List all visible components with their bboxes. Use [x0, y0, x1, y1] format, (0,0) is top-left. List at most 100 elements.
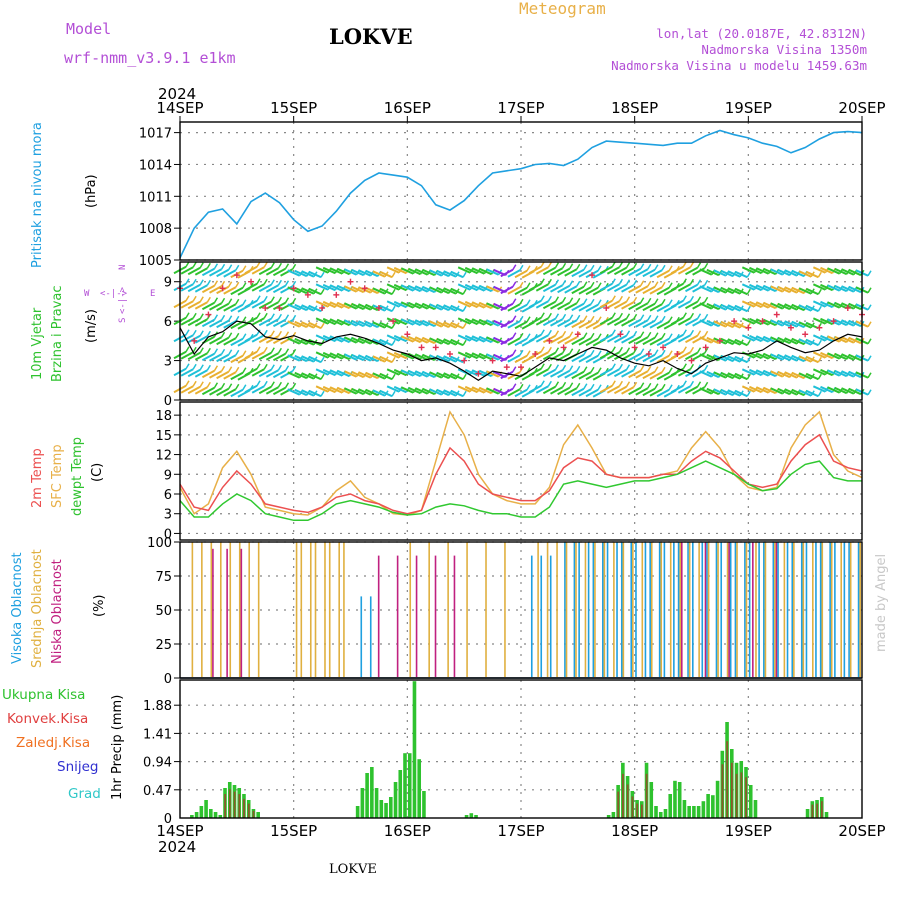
- cloud-bar-low: [775, 542, 778, 678]
- wind-barb: [450, 338, 464, 347]
- cloud-bar-mid: [793, 542, 795, 678]
- wind-barb: [571, 319, 585, 329]
- wind-barb: [457, 283, 471, 291]
- cloud-bar-high: [734, 542, 737, 678]
- cloud-bar-high: [857, 542, 860, 678]
- wind-barb: [692, 301, 706, 310]
- wind-barb-flag: [185, 363, 190, 370]
- wind-barb-flag: [391, 373, 396, 380]
- wind-barb-flag: [277, 296, 282, 303]
- convective-bar: [626, 784, 629, 818]
- wind-barb: [272, 284, 286, 294]
- wind-barb: [791, 286, 805, 295]
- wind-barb: [358, 269, 372, 277]
- wind-barb: [194, 335, 208, 344]
- wind-barb: [734, 355, 748, 364]
- wind-barb: [344, 319, 357, 327]
- wind-barb: [287, 388, 301, 396]
- wind-barb: [386, 283, 400, 291]
- wind-barb: [201, 386, 215, 396]
- wind-barb: [798, 355, 812, 363]
- wind-barb-flag: [277, 364, 282, 371]
- wind-barb: [535, 266, 549, 275]
- wind-barb-flag: [547, 295, 552, 302]
- wind-barb: [244, 282, 258, 292]
- wind-barb: [827, 284, 840, 292]
- wind-barb: [578, 269, 592, 278]
- wind-barb: [749, 334, 762, 343]
- wind-barb: [791, 354, 805, 363]
- cloud-bar-high: [530, 555, 533, 678]
- y-tick-label: 1005: [139, 254, 172, 269]
- cloud-bar-high: [758, 542, 760, 678]
- wind-barb: [450, 304, 464, 313]
- wind-barb-flag: [213, 382, 219, 389]
- cloud-bar-mid: [603, 542, 606, 678]
- wind-barb: [365, 286, 379, 295]
- wind-barb-flag: [561, 262, 567, 269]
- wind-barb-flag: [689, 261, 695, 268]
- wind-barb: [514, 269, 528, 279]
- cloud-bar-high: [616, 542, 618, 678]
- wind-barb: [606, 385, 620, 394]
- wind-barb: [308, 287, 322, 296]
- wind-barb: [756, 267, 769, 275]
- wind-barb: [393, 300, 407, 309]
- wind-barb: [365, 388, 379, 397]
- wind-barb: [209, 268, 223, 277]
- wind-barb: [244, 299, 258, 309]
- convective-bar: [721, 764, 724, 818]
- wind-barb: [613, 351, 627, 361]
- cloud-bar-mid: [650, 542, 653, 678]
- wind-barb: [812, 351, 826, 359]
- cloud-bar-high: [630, 542, 633, 678]
- wind-barb-flag: [654, 315, 659, 322]
- wind-barb-flag: [462, 271, 467, 278]
- wind-barb: [294, 337, 308, 346]
- wind-barb: [258, 334, 272, 344]
- y-tick-label: 0: [164, 394, 172, 409]
- cloud-bar-high: [848, 542, 850, 678]
- wind-barb: [677, 351, 691, 360]
- cloud-bar-mid: [613, 542, 615, 678]
- wind-barb: [251, 385, 265, 394]
- cloud-bar-high: [701, 542, 704, 678]
- wind-barb: [734, 338, 748, 347]
- cloud-bar-mid: [343, 542, 345, 678]
- wind-barb: [251, 351, 265, 360]
- wind-barb-flag: [320, 356, 325, 363]
- wind-barb-flag: [867, 270, 872, 277]
- wind-barb: [393, 334, 407, 343]
- wind-barb-flag: [540, 380, 545, 387]
- precip-bar: [190, 815, 194, 818]
- wind-barb: [251, 283, 265, 292]
- wind-barb: [507, 286, 521, 295]
- wind-barb: [258, 368, 272, 378]
- wind-barb: [606, 300, 620, 309]
- wind-barb-flag: [647, 297, 652, 304]
- cloud-bar-mid: [314, 542, 317, 678]
- wind-barb-flag: [647, 280, 652, 287]
- wind-barb: [408, 267, 421, 276]
- wind-barb: [720, 337, 734, 346]
- wind-barb: [784, 371, 798, 379]
- wind-barb: [841, 285, 855, 293]
- wind-barb-flag: [696, 381, 702, 388]
- y-tick-label: 1.88: [143, 699, 172, 714]
- wind-barb-flag: [227, 315, 233, 322]
- wind-barb: [820, 300, 833, 309]
- wind-barb-flag: [519, 281, 524, 288]
- cloud-bar-mid: [669, 542, 672, 678]
- wind-barb: [287, 303, 301, 311]
- wind-barb: [656, 337, 670, 347]
- wind-barb: [628, 267, 642, 277]
- cloud-bar-low: [212, 548, 214, 678]
- cloud-bar-mid: [726, 542, 729, 678]
- wind-barb-flag: [647, 263, 652, 270]
- wind-barb: [670, 384, 684, 394]
- wind-barb-flag: [235, 315, 240, 322]
- wind-barb: [500, 353, 514, 363]
- wind-barb-flag: [547, 346, 552, 353]
- wind-barb: [820, 266, 833, 275]
- wind-barb: [443, 338, 457, 346]
